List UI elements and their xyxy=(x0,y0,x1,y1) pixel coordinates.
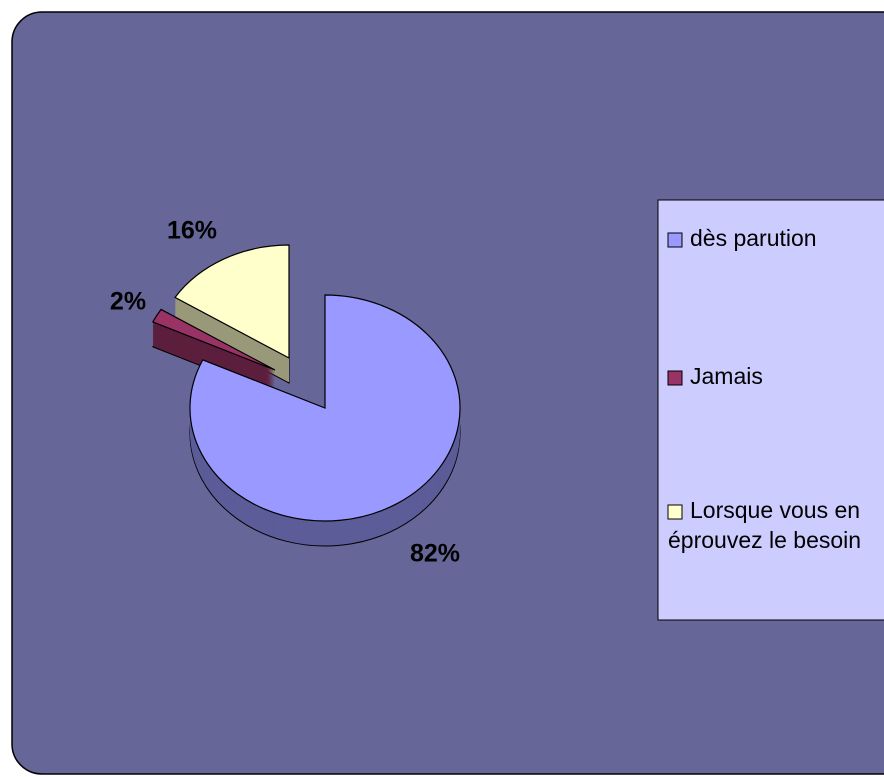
legend-box xyxy=(657,199,884,621)
legend-label: Lorsque vous en éprouvez le besoin xyxy=(668,497,861,553)
legend-swatch xyxy=(667,232,683,248)
legend-label: Jamais xyxy=(690,363,763,389)
legend-label-line: Lorsque vous en xyxy=(690,497,860,523)
legend-swatch xyxy=(667,370,683,386)
pie-slice xyxy=(189,294,461,522)
data-label: 82% xyxy=(410,540,460,568)
pie-slice xyxy=(174,244,290,359)
data-label: 2% xyxy=(110,288,146,316)
legend-swatch xyxy=(667,504,683,520)
data-label: 16% xyxy=(167,217,217,245)
legend-label: dès parution xyxy=(690,225,817,251)
pie-slice xyxy=(151,308,276,371)
legend-label-line: éprouvez le besoin xyxy=(668,527,861,553)
